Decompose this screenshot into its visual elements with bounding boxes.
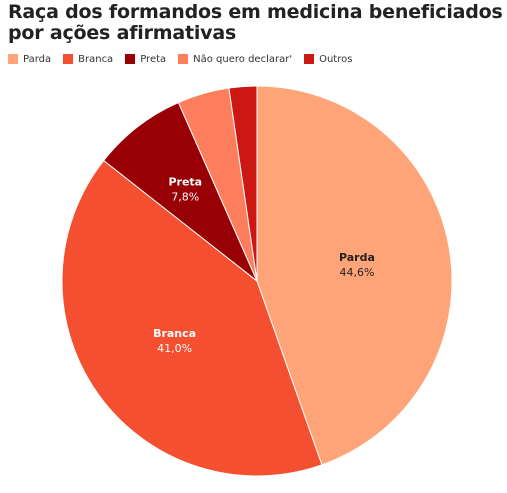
pie-slice-parda[interactable] <box>256 85 453 466</box>
legend-label-preta: Preta <box>140 53 167 65</box>
legend: Parda Branca Preta Não quero declarar' O… <box>8 52 352 66</box>
slice-value-branca: 41,0% <box>157 342 192 355</box>
legend-item-nao-quero-declarar[interactable]: Não quero declarar' <box>178 54 292 65</box>
pie-labels: Parda 44,6% Branca 41,0% Preta 7,8% <box>153 176 375 356</box>
pie-slice-outros[interactable] <box>228 85 258 282</box>
pie-slice-branca[interactable] <box>61 159 323 477</box>
slice-value-parda: 44,6% <box>339 266 374 279</box>
legend-label-branca: Branca <box>78 53 114 65</box>
slice-value-preta: 7,8% <box>171 191 199 204</box>
slice-name-branca: Branca <box>153 327 196 340</box>
slice-name-preta: Preta <box>168 176 202 189</box>
legend-swatch-parda <box>8 54 18 64</box>
pie-slices <box>61 85 453 477</box>
slice-name-parda: Parda <box>339 251 375 264</box>
legend-swatch-outros <box>304 54 315 64</box>
legend-label-nao-quero-declarar: Não quero declarar' <box>193 53 293 65</box>
legend-swatch-branca <box>63 54 74 64</box>
legend-item-branca[interactable]: Branca <box>63 54 113 65</box>
legend-swatch-nao-quero-declarar <box>178 54 189 64</box>
pie-slice-preta[interactable] <box>102 101 258 282</box>
legend-item-preta[interactable]: Preta <box>125 54 166 65</box>
legend-label-outros: Outros <box>319 53 353 65</box>
legend-label-parda: Parda <box>23 53 52 65</box>
legend-item-outros[interactable]: Outros <box>304 54 352 65</box>
chart-title: Raça dos formandos em medicina beneficia… <box>8 1 503 44</box>
legend-swatch-preta <box>125 54 136 64</box>
legend-item-parda[interactable]: Parda <box>8 54 51 65</box>
